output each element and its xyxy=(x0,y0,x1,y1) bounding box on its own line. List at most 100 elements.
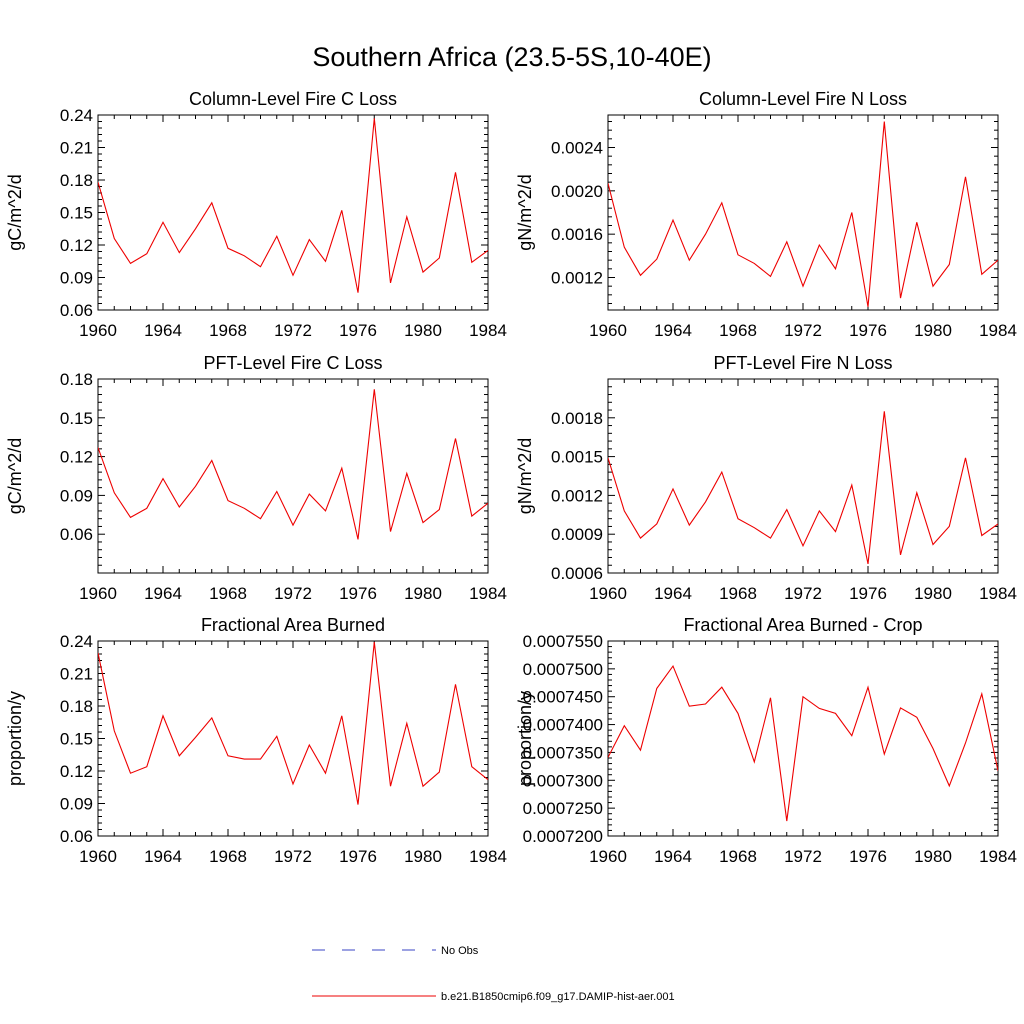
y-tick-label: 0.15 xyxy=(60,409,93,428)
y-axis-label: gN/m^2/d xyxy=(515,174,535,250)
panel-pft-fire-n-loss: 1960 1964 1968 1972 1976 1980 1984 0.0006 0.0009… xyxy=(515,353,1017,603)
y-tick-label: 0.06 xyxy=(60,525,93,544)
x-tick-label: 1964 xyxy=(144,847,182,866)
x-tick-label: 1964 xyxy=(654,321,692,340)
y-tick-label: 0.12 xyxy=(60,448,93,467)
x-tick-label: 1964 xyxy=(144,584,182,603)
series-line xyxy=(608,121,998,307)
x-tick-label: 1960 xyxy=(79,321,117,340)
y-tick-label: 0.0009 xyxy=(551,525,603,544)
y-tick-label: 0.0016 xyxy=(551,225,603,244)
plot-frame xyxy=(607,114,999,311)
axes: 1960 1964 1968 1972 1976 1980 1984 0.0006 0.0009… xyxy=(551,378,1017,603)
plot-frame xyxy=(607,640,999,837)
y-axis-label: proportion/y xyxy=(515,691,535,786)
y-tick-label: 0.0012 xyxy=(551,486,603,505)
plot-frame xyxy=(97,378,489,574)
panel-title: Fractional Area Burned xyxy=(201,615,385,635)
y-tick-label: 0.0007450 xyxy=(523,688,603,707)
y-tick-label: 0.0015 xyxy=(551,448,603,467)
x-tick-label: 1980 xyxy=(914,847,952,866)
legend-label-no-obs: No Obs xyxy=(441,945,479,957)
panel-column-fire-n-loss: 1960 1964 1968 1972 1976 1980 1984 0.0012 0.0016… xyxy=(515,89,1017,340)
x-tick-label: 1984 xyxy=(979,321,1017,340)
x-tick-label: 1960 xyxy=(79,584,117,603)
x-tick-label: 1972 xyxy=(784,584,822,603)
panel-column-fire-c-loss: 1960 1964 1968 1972 1976 1980 1984 0.06 0.09 0.12… xyxy=(5,89,507,340)
y-tick-label: 0.09 xyxy=(60,269,93,288)
y-tick-label: 0.06 xyxy=(60,827,93,846)
panel-pft-fire-c-loss: 1960 1964 1968 1972 1976 1980 1984 0.06 0.09 0.12… xyxy=(5,353,507,603)
y-tick-label: 0.15 xyxy=(60,730,93,749)
x-tick-label: 1968 xyxy=(719,321,757,340)
y-tick-label: 0.0007350 xyxy=(523,743,603,762)
series-line xyxy=(98,389,488,540)
x-tick-label: 1960 xyxy=(589,584,627,603)
axes: 1960 1964 1968 1972 1976 1980 1984 0.06 0.09 0.12… xyxy=(60,632,507,866)
series-line xyxy=(98,118,488,293)
y-tick-label: 0.18 xyxy=(60,171,93,190)
y-tick-label: 0.0007200 xyxy=(523,827,603,846)
axes: 1960 1964 1968 1972 1976 1980 1984 0.0007200 0.0… xyxy=(523,632,1017,866)
y-tick-label: 0.24 xyxy=(60,106,93,125)
plot-frame xyxy=(97,640,489,837)
legend: No Obs b.e21.B1850cmip6.f09_g17.DAMIP-hi… xyxy=(312,945,675,1003)
series-line xyxy=(608,664,998,822)
x-tick-label: 1984 xyxy=(979,847,1017,866)
x-tick-label: 1968 xyxy=(719,847,757,866)
x-tick-label: 1980 xyxy=(404,847,442,866)
y-tick-label: 0.12 xyxy=(60,236,93,255)
y-axis-label: gC/m^2/d xyxy=(5,438,25,514)
y-tick-label: 0.0006 xyxy=(551,564,603,583)
x-tick-label: 1980 xyxy=(914,321,952,340)
x-tick-label: 1984 xyxy=(469,321,507,340)
x-tick-label: 1960 xyxy=(79,847,117,866)
x-tick-label: 1980 xyxy=(914,584,952,603)
x-tick-label: 1972 xyxy=(784,321,822,340)
y-tick-label: 0.12 xyxy=(60,762,93,781)
x-tick-label: 1976 xyxy=(339,584,377,603)
x-tick-label: 1960 xyxy=(589,847,627,866)
y-tick-label: 0.21 xyxy=(60,665,93,684)
x-tick-label: 1976 xyxy=(339,847,377,866)
y-axis-label: gN/m^2/d xyxy=(515,438,535,514)
plot-frame xyxy=(97,114,489,311)
panel-title: PFT-Level Fire N Loss xyxy=(713,353,892,373)
x-tick-label: 1976 xyxy=(849,584,887,603)
x-tick-label: 1968 xyxy=(209,584,247,603)
y-axis-label: gC/m^2/d xyxy=(5,174,25,250)
y-tick-label: 0.24 xyxy=(60,632,93,651)
y-tick-label: 0.0007400 xyxy=(523,716,603,735)
panel-fractional-area-burned: 1960 1964 1968 1972 1976 1980 1984 0.06 0.09 0.12… xyxy=(5,615,507,866)
y-tick-label: 0.0018 xyxy=(551,409,603,428)
panel-title: PFT-Level Fire C Loss xyxy=(203,353,382,373)
y-tick-label: 0.0007500 xyxy=(523,660,603,679)
y-tick-label: 0.0020 xyxy=(551,182,603,201)
x-tick-label: 1984 xyxy=(469,584,507,603)
axes: 1960 1964 1968 1972 1976 1980 1984 0.06 0.09 0.12… xyxy=(60,370,507,603)
figure-title: Southern Africa (23.5-5S,10-40E) xyxy=(312,42,711,72)
y-tick-label: 0.0007250 xyxy=(523,799,603,818)
x-tick-label: 1980 xyxy=(404,321,442,340)
x-tick-label: 1984 xyxy=(469,847,507,866)
x-tick-label: 1980 xyxy=(404,584,442,603)
x-tick-label: 1964 xyxy=(654,847,692,866)
x-tick-label: 1972 xyxy=(274,847,312,866)
y-axis-label: proportion/y xyxy=(5,691,25,786)
x-tick-label: 1968 xyxy=(209,321,247,340)
x-tick-label: 1964 xyxy=(654,584,692,603)
axes: 1960 1964 1968 1972 1976 1980 1984 0.0012 0.0016… xyxy=(551,114,1017,340)
y-tick-label: 0.06 xyxy=(60,301,93,320)
y-tick-label: 0.0007550 xyxy=(523,632,603,651)
y-tick-label: 0.0012 xyxy=(551,269,603,288)
y-tick-label: 0.0024 xyxy=(551,139,603,158)
x-tick-label: 1968 xyxy=(209,847,247,866)
y-tick-label: 0.18 xyxy=(60,370,93,389)
plot-frame xyxy=(607,378,999,574)
panel-title: Column-Level Fire N Loss xyxy=(699,89,907,109)
x-tick-label: 1960 xyxy=(589,321,627,340)
panel-title: Fractional Area Burned - Crop xyxy=(683,615,922,635)
x-tick-label: 1972 xyxy=(274,584,312,603)
x-tick-label: 1976 xyxy=(849,847,887,866)
x-tick-label: 1976 xyxy=(339,321,377,340)
